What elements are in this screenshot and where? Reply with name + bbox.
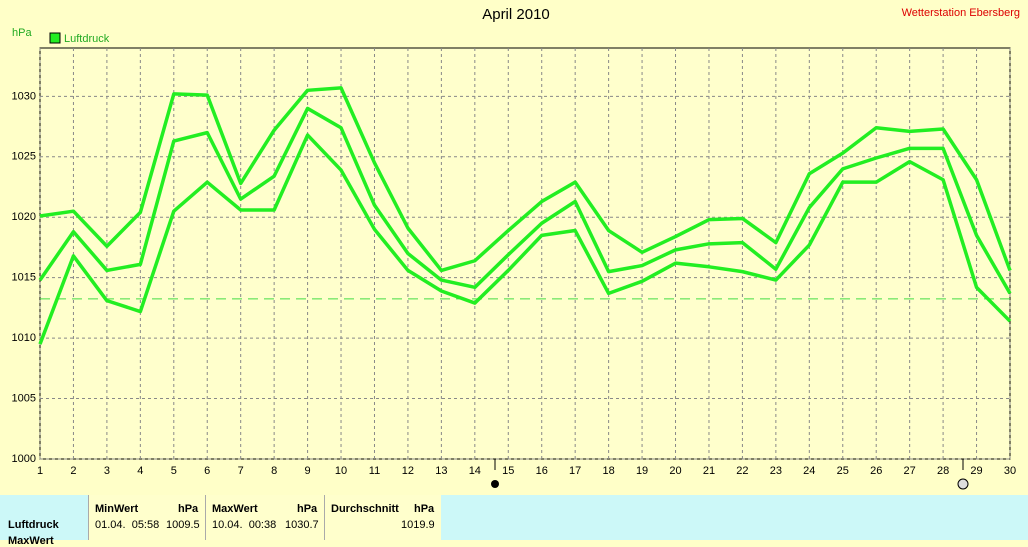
x-tick-label: 1 — [37, 465, 43, 477]
y-tick-label: 1020 — [12, 211, 36, 223]
x-tick-label: 22 — [736, 465, 748, 477]
x-tick-label: 3 — [104, 465, 110, 477]
stats-table: Luftdruck MaxWert MinWert hPa MaxWert hP… — [0, 495, 1028, 547]
new-moon-icon — [491, 480, 499, 488]
y-tick-label: 1000 — [12, 453, 36, 465]
x-tick-label: 11 — [369, 465, 380, 477]
x-tick-label: 24 — [803, 465, 815, 477]
chart-title: April 2010 — [482, 6, 550, 23]
x-tick-label: 7 — [238, 465, 244, 477]
y-tick-label: 1010 — [12, 332, 36, 344]
station-name: Wetterstation Ebersberg — [902, 7, 1020, 19]
y-tick-label: 1005 — [12, 392, 36, 404]
y-axis-label: hPa — [12, 27, 32, 39]
x-tick-label: 14 — [469, 465, 481, 477]
x-tick-label: 16 — [536, 465, 548, 477]
legend-swatch — [49, 32, 61, 44]
row-label: MaxWert — [8, 535, 54, 547]
col-unit: hPa — [414, 503, 435, 515]
x-tick-label: 19 — [636, 465, 648, 477]
x-tick-label: 9 — [305, 465, 311, 477]
col-unit: hPa — [297, 503, 318, 515]
min-time: 01.04. 05:58 — [95, 519, 160, 531]
x-tick-label: 2 — [70, 465, 76, 477]
avg-value: 1019.9 — [401, 519, 435, 531]
x-tick-label: 28 — [937, 465, 949, 477]
x-tick-label: 20 — [669, 465, 681, 477]
col-unit: hPa — [178, 503, 199, 515]
x-tick-label: 25 — [837, 465, 849, 477]
max-time: 10.04. 00:38 — [212, 519, 277, 531]
pressure-line — [38, 133, 1012, 345]
pressure-line — [39, 86, 1012, 273]
x-tick-label: 12 — [402, 465, 414, 477]
x-tick-label: 5 — [171, 465, 177, 477]
pressure-line — [38, 106, 1012, 295]
x-tick-label: 17 — [569, 465, 581, 477]
col-header: MinWert — [95, 503, 139, 515]
chart: April 2010 Wetterstation Ebersberg hPa L… — [12, 6, 1020, 490]
x-tick-label: 13 — [435, 465, 447, 477]
x-tick-label: 15 — [502, 465, 514, 477]
x-tick-label: 6 — [204, 465, 210, 477]
x-tick-label: 4 — [137, 465, 143, 477]
y-tick-label: 1025 — [12, 151, 36, 163]
full-moon-icon — [957, 478, 969, 490]
x-tick-label: 18 — [602, 465, 614, 477]
x-tick-label: 21 — [703, 465, 715, 477]
x-tick-label: 8 — [271, 465, 277, 477]
col-header: MaxWert — [212, 503, 258, 515]
min-value: 1009.5 — [166, 519, 200, 531]
y-tick-label: 1030 — [12, 90, 36, 102]
x-tick-label: 23 — [770, 465, 782, 477]
x-tick-label: 27 — [904, 465, 916, 477]
y-tick-label: 1015 — [12, 272, 36, 284]
max-value: 1030.7 — [285, 519, 319, 531]
col-header: Durchschnitt — [331, 503, 399, 515]
x-tick-label: 30 — [1004, 465, 1016, 477]
legend-label: Luftdruck — [64, 33, 110, 45]
x-tick-label: 29 — [970, 465, 982, 477]
row-label: Luftdruck — [8, 519, 59, 531]
x-tick-label: 26 — [870, 465, 882, 477]
x-tick-label: 10 — [335, 465, 347, 477]
